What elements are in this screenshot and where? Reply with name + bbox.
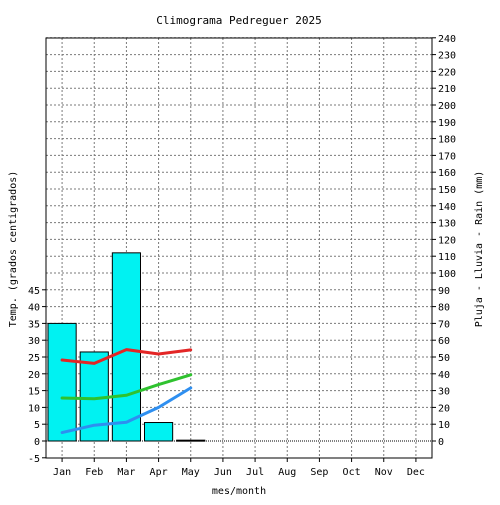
- x-tick-label: Jun: [214, 467, 232, 478]
- left-axis-ticks: -5 0 5 10 15 20 25 30 35 40 45: [28, 286, 46, 465]
- left-axis-label: Temp. (grados centigrados): [8, 171, 19, 328]
- right-tick-label: 80: [438, 303, 450, 314]
- rain-bar: [47, 322, 77, 442]
- x-tick-label: Dec: [407, 467, 425, 478]
- rain-bar: [111, 252, 142, 442]
- left-tick-label: -5: [28, 454, 40, 465]
- left-tick-label: 30: [28, 336, 40, 347]
- x-tick-label: Apr: [150, 467, 168, 478]
- right-tick-label: 60: [438, 336, 450, 347]
- left-tick-label: 10: [28, 403, 40, 414]
- left-tick-label: 45: [28, 286, 40, 297]
- rain-bar: [144, 422, 174, 442]
- x-axis-label: mes/month: [212, 486, 266, 497]
- right-tick-label: 40: [438, 370, 450, 381]
- temperature-line: [60, 373, 193, 401]
- x-tick-label: Oct: [343, 467, 361, 478]
- left-tick-label: 5: [34, 420, 40, 431]
- right-tick-label: 180: [438, 135, 456, 146]
- temperature-lines: [60, 348, 193, 435]
- temperature-line: [60, 348, 193, 365]
- right-tick-label: 70: [438, 319, 450, 330]
- right-tick-label: 90: [438, 286, 450, 297]
- x-tick-label: Jan: [53, 467, 71, 478]
- right-tick-label: 160: [438, 168, 456, 179]
- right-axis-ticks: 0 10 20 30 40 50 60 70 80 90 100 110 120 130 140 150 160…: [432, 34, 456, 448]
- right-tick-label: 190: [438, 118, 456, 129]
- right-axis-label: Pluja - Lluvia - Rain (mm): [474, 171, 485, 328]
- plot-frame: [45, 37, 433, 459]
- x-tick-label: Feb: [85, 467, 103, 478]
- right-tick-label: 120: [438, 235, 456, 246]
- right-tick-label: 170: [438, 151, 456, 162]
- chart-title: Climograma Pedreguer 2025: [156, 14, 322, 27]
- left-tick-label: 40: [28, 303, 40, 314]
- right-tick-label: 110: [438, 252, 456, 263]
- right-tick-label: 100: [438, 269, 456, 280]
- rain-bars: [47, 252, 206, 442]
- right-tick-label: 10: [438, 420, 450, 431]
- temperature-line: [60, 386, 193, 435]
- x-axis-ticks: Jan Feb Mar Apr May Jun Jul Aug Sep Oct Nov Dec: [53, 458, 425, 478]
- right-tick-label: 210: [438, 84, 456, 95]
- x-tick-label: Nov: [375, 467, 393, 478]
- right-tick-label: 130: [438, 219, 456, 230]
- x-tick-label: Jul: [246, 467, 264, 478]
- right-tick-label: 220: [438, 67, 456, 78]
- right-tick-label: 240: [438, 34, 456, 45]
- right-tick-label: 140: [438, 202, 456, 213]
- x-tick-label: Mar: [117, 467, 135, 478]
- left-tick-label: 25: [28, 353, 40, 364]
- x-tick-label: May: [182, 467, 200, 478]
- right-tick-label: 150: [438, 185, 456, 196]
- rain-bar: [176, 439, 206, 442]
- left-tick-label: 15: [28, 387, 40, 398]
- right-tick-label: 30: [438, 387, 450, 398]
- left-tick-label: 0: [34, 437, 40, 448]
- x-tick-label: Aug: [278, 467, 296, 478]
- right-tick-label: 230: [438, 51, 456, 62]
- right-tick-label: 50: [438, 353, 450, 364]
- right-tick-label: 20: [438, 403, 450, 414]
- left-tick-label: 35: [28, 319, 40, 330]
- right-tick-label: 0: [438, 437, 444, 448]
- left-tick-label: 20: [28, 370, 40, 381]
- right-tick-label: 200: [438, 101, 456, 112]
- x-tick-label: Sep: [310, 467, 328, 478]
